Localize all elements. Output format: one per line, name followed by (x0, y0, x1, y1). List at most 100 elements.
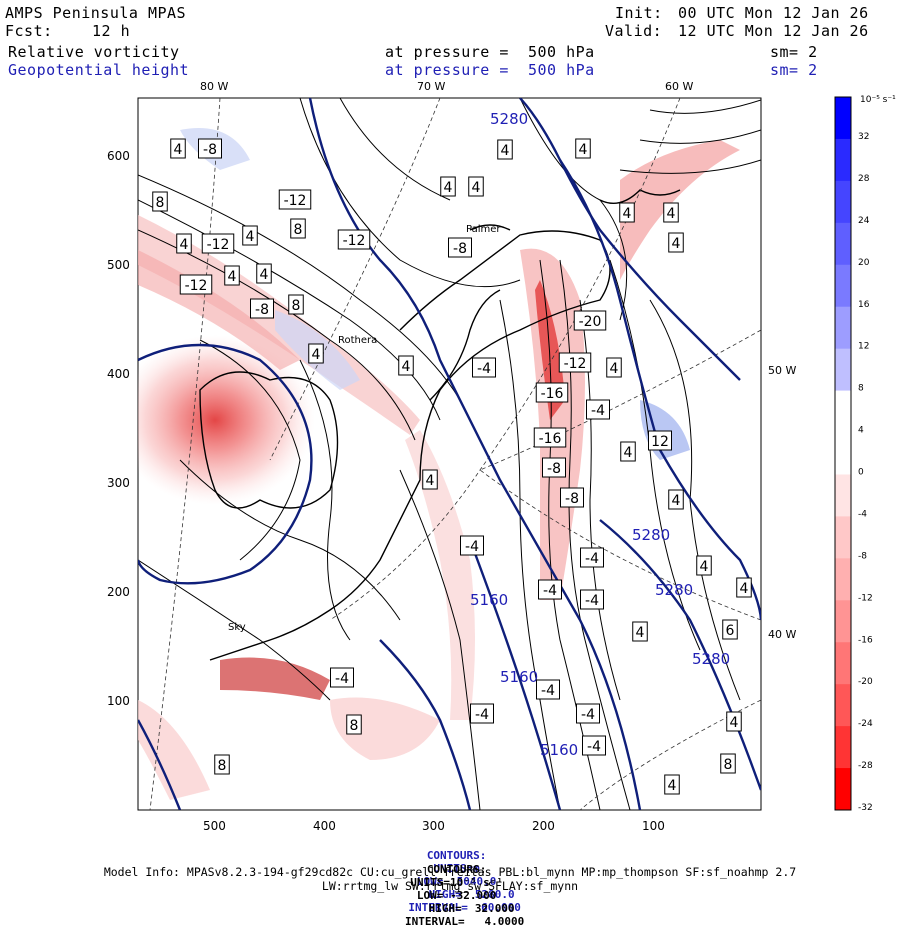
valid-label: Valid: (605, 22, 663, 40)
model-info-2: LW:rrtmg_lw SW:rrtmg_sw SFLAY:sf_mynn (321, 879, 579, 893)
vorticity-label: 4 (736, 577, 752, 598)
vorticity-label-text: 4 (730, 715, 739, 731)
vorticity-labels: 4 -8 4 4 4 4 8 -12 4 4 4 -12 4 8 -12 -8 4 -12 4 4 8 4 4 -4 -8 -20… (152, 138, 752, 795)
colorbar-segment (835, 348, 851, 392)
negative-ne (620, 140, 740, 280)
vorticity-label-text: -12 (185, 278, 208, 294)
contours2-low: LOW= -32.000 (416, 889, 497, 902)
contours1-label: CONTOURS: (426, 849, 487, 862)
contours1-high: HIGH= 5280.0 (428, 888, 515, 901)
contour-line (138, 199, 441, 421)
vorticity-label: 8 (152, 191, 168, 212)
colorbar-tick-label: -32 (858, 803, 873, 813)
colorbar-tick-label: 12 (858, 342, 869, 352)
contours1-units: UNITS=m (433, 862, 480, 875)
field2-name: Geopotential height (8, 61, 190, 79)
vorticity-label: -16 (535, 382, 569, 403)
vorticity-label: -4 (580, 547, 604, 568)
y-tick-label: 300 (107, 476, 130, 490)
field1-name: Relative vorticity (8, 43, 180, 61)
vorticity-label: 4 (575, 138, 591, 159)
vorticity-label: -4 (460, 535, 484, 556)
vorticity-label: 4 (224, 265, 240, 286)
vorticity-label-text: 12 (651, 434, 669, 450)
vorticity-label-text: -4 (475, 707, 489, 723)
vorticity-label: 8 (214, 754, 230, 775)
colorbar-segment (835, 180, 851, 224)
vorticity-label-text: -8 (255, 302, 269, 318)
height-label: 5160 (470, 591, 508, 609)
vorticity-label: -16 (533, 427, 567, 448)
vorticity-label-text: -4 (335, 671, 349, 687)
station-label-sky: Sky (228, 622, 246, 633)
contours1-low: LOW= 5040.0 (416, 875, 497, 888)
vorticity-label-text: 4 (667, 206, 676, 222)
colorbar-segment (835, 138, 851, 182)
fcst-value: 12 h (92, 22, 131, 40)
colorbar-segment (835, 642, 851, 685)
vorticity-label: 4 (632, 621, 648, 642)
vorticity-label: -4 (470, 703, 494, 724)
vorticity-label: 12 (648, 430, 672, 451)
colorbar-tick-label: -4 (858, 509, 867, 519)
vorticity-label-text: 4 (672, 493, 681, 509)
vorticity-label: 4 (497, 139, 513, 160)
colorbar-tick-label: -28 (858, 761, 873, 771)
height-contour-sw (138, 719, 182, 810)
vorticity-label: -4 (580, 589, 604, 610)
vorticity-label: 4 (308, 343, 324, 364)
vorticity-label-text: -16 (541, 386, 564, 402)
vorticity-label-text: -20 (579, 314, 602, 330)
vorticity-label-text: 4 (668, 778, 677, 794)
vorticity-label: -8 (448, 237, 472, 258)
contours2-interval: INTERVAL= 4.0000 (405, 915, 525, 928)
colorbar-units: 10⁻⁵ s⁻¹ (860, 95, 896, 105)
vorticity-label: 4 (242, 225, 258, 246)
vorticity-label-text: -12 (343, 233, 366, 249)
contours2-units: UNITS=10⁻⁵ s⁻¹ (410, 876, 503, 889)
vorticity-label-text: 4 (246, 229, 255, 245)
height-label: 5280 (632, 526, 670, 544)
vorticity-label: -8 (250, 298, 274, 319)
vorticity-label-text: 4 (579, 142, 588, 158)
colorbar-segment (835, 726, 851, 769)
vorticity-label-text: 4 (624, 445, 633, 461)
vorticity-label: 6 (722, 619, 738, 640)
app-title: AMPS Peninsula MPAS (5, 4, 187, 22)
vorticity-label-text: -12 (284, 193, 307, 209)
colorbar-tick-label: 28 (858, 174, 870, 184)
vorticity-label: 4 (176, 233, 192, 254)
vorticity-label-text: -4 (477, 361, 491, 377)
height-contour-labels: 5280 5160 5160 5160 5280 5280 5280 (470, 110, 730, 759)
vorticity-label: -4 (576, 703, 600, 724)
vorticity-label-text: 8 (294, 222, 303, 238)
vorticity-label: 4 (440, 176, 456, 197)
graticule (149, 98, 761, 810)
x-tick-label: 500 (203, 819, 226, 833)
vorticity-label-text: 4 (472, 180, 481, 196)
height-label: 5280 (692, 650, 730, 668)
vorticity-label: -12 (179, 274, 213, 295)
vorticity-label-text: 4 (228, 269, 237, 285)
colorbar-tick-label: -16 (858, 635, 873, 645)
vorticity-shading (138, 128, 740, 800)
vorticity-label: 4 (664, 774, 680, 795)
vorticity-label: -12 (278, 189, 312, 210)
vorticity-label-text: 4 (740, 581, 749, 597)
vorticity-label: 4 (256, 263, 272, 284)
vorticity-label: 4 (398, 355, 414, 376)
field2-level: at pressure = 500 hPa (385, 61, 595, 79)
vorticity-label: 4 (668, 489, 684, 510)
vorticity-label: 4 (422, 469, 438, 490)
vorticity-label-text: 4 (623, 206, 632, 222)
vorticity-label-text: -4 (581, 707, 595, 723)
vorticity-label: 4 (619, 202, 635, 223)
colorbar-segment (835, 558, 851, 601)
vorticity-label-text: 4 (672, 236, 681, 252)
colorbar: 10⁻⁵ s⁻¹ 32 28 24 20 16 12 8 4 0 -4 -8 -12 -16 -20 -24… (834, 95, 896, 813)
vorticity-label: 4 (668, 232, 684, 253)
vorticity-label-text: 4 (636, 625, 645, 641)
y-tick-label: 200 (107, 585, 130, 599)
vorticity-label: 4 (726, 711, 742, 732)
fcst-label: Fcst: (5, 22, 53, 40)
